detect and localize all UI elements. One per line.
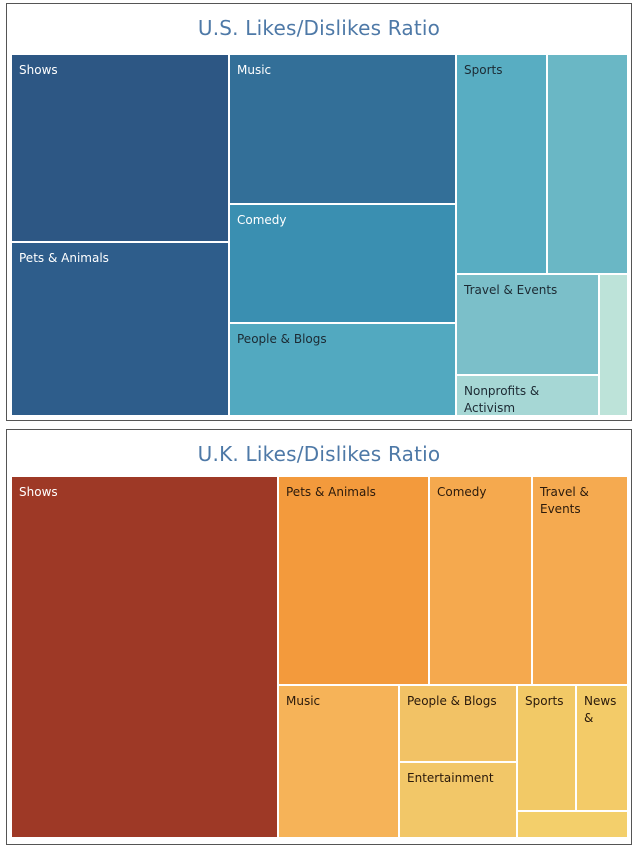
uk-tile-comedy[interactable]: Comedy: [429, 476, 532, 685]
uk-tile-label: Pets & Animals: [286, 485, 376, 499]
us-tile-music[interactable]: Music: [229, 54, 456, 204]
us-tile-label: Pets & Animals: [19, 251, 109, 265]
uk-tile-label: Sports: [525, 694, 564, 708]
us-tile-comedy[interactable]: Comedy: [229, 204, 456, 323]
uk-tile-label: People & Blogs: [407, 694, 497, 708]
uk-tile-label: Comedy: [437, 485, 487, 499]
uk-tile-music[interactable]: Music: [278, 685, 399, 838]
uk-tile-label: Shows: [19, 485, 58, 499]
uk-treemap-plot: Shows Pets & Animals Comedy Travel & Events…: [11, 476, 628, 838]
uk-chart-title: U.K. Likes/Dislikes Ratio: [197, 442, 441, 466]
us-treemap-panel: U.S. Likes/Dislikes Ratio Shows Pets & An…: [6, 3, 632, 421]
us-tile-label: Sports: [464, 63, 503, 77]
us-tile-label: Travel & Events: [464, 283, 558, 297]
us-tile-label: Nonprofits & Activism: [464, 384, 540, 415]
uk-tile-shows[interactable]: Shows: [11, 476, 278, 838]
us-tile-people-and-blogs[interactable]: People & Blogs: [229, 323, 456, 416]
uk-tile-label: News &: [584, 694, 617, 725]
uk-tile-news-and[interactable]: News &: [576, 685, 628, 811]
us-tile-travel-and-events[interactable]: Travel & Events: [456, 274, 599, 375]
us-tile-unlabeled-6[interactable]: [547, 54, 628, 274]
us-tile-nonprofits-and-activism[interactable]: Nonprofits & Activism: [456, 375, 599, 416]
us-tile-unlabeled-9[interactable]: [599, 274, 628, 416]
uk-treemap-panel: U.K. Likes/Dislikes Ratio Shows Pets & An…: [6, 429, 632, 845]
uk-tile-travel-and-events[interactable]: Travel & Events: [532, 476, 628, 685]
uk-tile-label: Music: [286, 694, 321, 708]
uk-tile-sports[interactable]: Sports: [517, 685, 576, 811]
us-tile-shows[interactable]: Shows: [11, 54, 229, 242]
uk-tile-entertainment[interactable]: Entertainment: [399, 762, 517, 838]
us-tile-label: Music: [237, 63, 272, 77]
uk-tile-pets-and-animals[interactable]: Pets & Animals: [278, 476, 429, 685]
uk-tile-label: Entertainment: [407, 771, 494, 785]
us-tile-label: People & Blogs: [237, 332, 327, 346]
us-tile-pets-and-animals[interactable]: Pets & Animals: [11, 242, 229, 416]
uk-tile-label: Travel & Events: [540, 485, 589, 516]
us-chart-title: U.S. Likes/Dislikes Ratio: [197, 16, 441, 40]
us-tile-label: Shows: [19, 63, 58, 77]
us-tile-label: Comedy: [237, 213, 287, 227]
us-treemap-plot: Shows Pets & Animals Music Comedy People & B…: [11, 54, 628, 416]
uk-tile-people-and-blogs[interactable]: People & Blogs: [399, 685, 517, 762]
us-tile-sports[interactable]: Sports: [456, 54, 547, 274]
uk-tile-unlabeled-9[interactable]: [517, 811, 628, 838]
